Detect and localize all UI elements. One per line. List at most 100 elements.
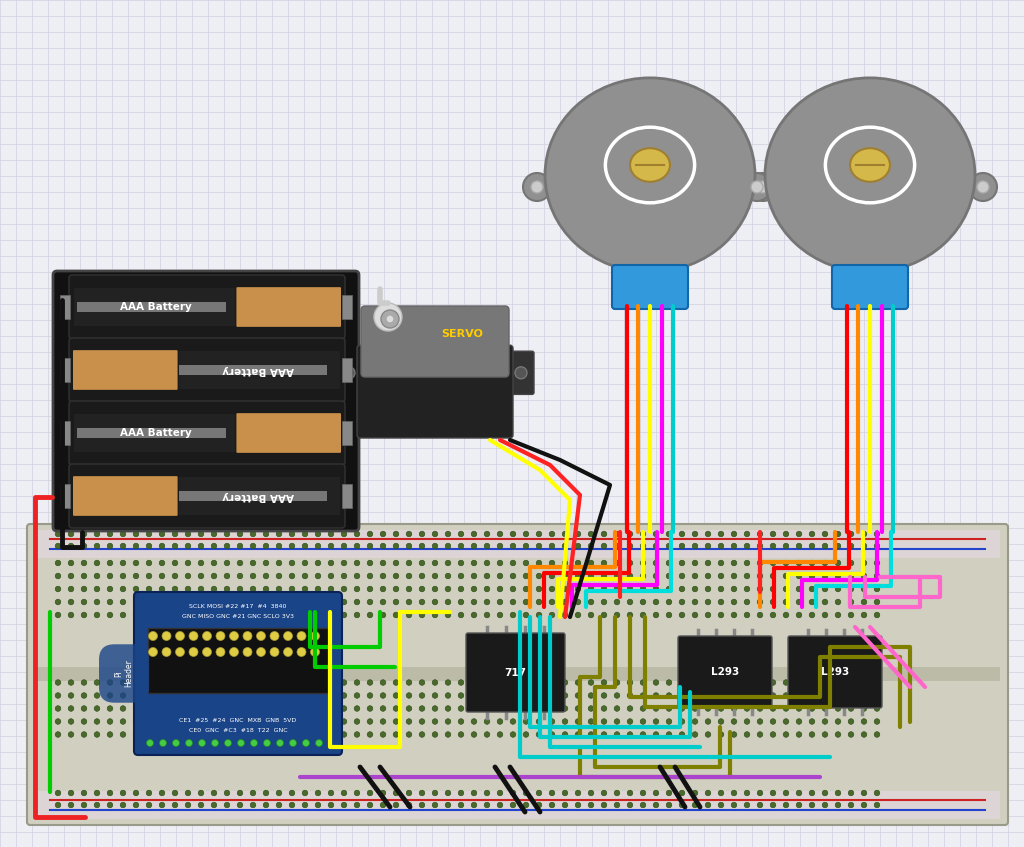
Circle shape [498, 560, 503, 566]
Circle shape [94, 612, 99, 617]
Circle shape [537, 719, 542, 724]
Circle shape [718, 693, 724, 698]
Circle shape [458, 531, 464, 537]
Circle shape [718, 586, 724, 592]
Circle shape [549, 599, 555, 605]
Circle shape [679, 693, 685, 698]
Circle shape [146, 560, 152, 566]
Circle shape [498, 693, 503, 698]
Circle shape [108, 679, 113, 685]
Circle shape [537, 790, 542, 796]
Circle shape [289, 679, 295, 685]
Circle shape [718, 790, 724, 796]
FancyBboxPatch shape [357, 346, 513, 438]
Circle shape [368, 543, 373, 549]
Circle shape [809, 586, 815, 592]
Circle shape [498, 531, 503, 537]
Circle shape [94, 543, 99, 549]
Circle shape [315, 790, 321, 796]
Circle shape [498, 543, 503, 549]
Bar [178, 491, 327, 501]
Circle shape [562, 679, 567, 685]
Circle shape [770, 531, 776, 537]
Circle shape [471, 679, 477, 685]
Circle shape [432, 706, 438, 711]
Bar [35, 530, 1000, 558]
Circle shape [289, 573, 295, 579]
Circle shape [797, 543, 802, 549]
Circle shape [289, 693, 295, 698]
Circle shape [640, 719, 646, 724]
Circle shape [407, 790, 412, 796]
Circle shape [120, 531, 126, 537]
Circle shape [601, 790, 607, 796]
Circle shape [679, 732, 685, 737]
Circle shape [744, 693, 750, 698]
Circle shape [836, 679, 841, 685]
Circle shape [81, 802, 87, 808]
Circle shape [69, 573, 74, 579]
Circle shape [614, 586, 620, 592]
Circle shape [822, 612, 827, 617]
Circle shape [614, 560, 620, 566]
Circle shape [211, 612, 217, 617]
Circle shape [588, 802, 594, 808]
Circle shape [133, 599, 139, 605]
Circle shape [146, 802, 152, 808]
Circle shape [419, 732, 425, 737]
Circle shape [510, 790, 516, 796]
Circle shape [229, 632, 239, 640]
Circle shape [341, 802, 347, 808]
Circle shape [120, 543, 126, 549]
Circle shape [731, 543, 737, 549]
Circle shape [199, 560, 204, 566]
Circle shape [146, 790, 152, 796]
Circle shape [822, 560, 827, 566]
Circle shape [471, 573, 477, 579]
Circle shape [537, 573, 542, 579]
Circle shape [809, 599, 815, 605]
Circle shape [185, 599, 190, 605]
Circle shape [276, 719, 282, 724]
Circle shape [224, 612, 229, 617]
Circle shape [757, 543, 763, 549]
Circle shape [471, 706, 477, 711]
FancyBboxPatch shape [69, 464, 345, 528]
Circle shape [797, 612, 802, 617]
Circle shape [679, 612, 685, 617]
Circle shape [797, 531, 802, 537]
Circle shape [627, 599, 633, 605]
Circle shape [797, 790, 802, 796]
Circle shape [289, 732, 295, 737]
Circle shape [744, 790, 750, 796]
Circle shape [757, 612, 763, 617]
Circle shape [692, 679, 697, 685]
Circle shape [81, 560, 87, 566]
Circle shape [588, 543, 594, 549]
Circle shape [276, 802, 282, 808]
Circle shape [706, 599, 711, 605]
Circle shape [69, 719, 74, 724]
Circle shape [374, 303, 402, 331]
Circle shape [120, 679, 126, 685]
Circle shape [706, 679, 711, 685]
Circle shape [55, 599, 60, 605]
Circle shape [549, 531, 555, 537]
Circle shape [510, 599, 516, 605]
Circle shape [368, 732, 373, 737]
Circle shape [458, 802, 464, 808]
Circle shape [667, 679, 672, 685]
Circle shape [601, 679, 607, 685]
Text: CE1  #25  #24  GNC  MXB  GNB  5VD: CE1 #25 #24 GNC MXB GNB 5VD [179, 718, 297, 723]
Circle shape [770, 586, 776, 592]
Circle shape [627, 679, 633, 685]
Circle shape [238, 719, 243, 724]
Circle shape [381, 310, 399, 328]
FancyBboxPatch shape [27, 524, 1008, 825]
Circle shape [199, 679, 204, 685]
Circle shape [510, 719, 516, 724]
Circle shape [692, 573, 697, 579]
Bar [60, 484, 70, 507]
Circle shape [861, 719, 866, 724]
Circle shape [471, 732, 477, 737]
